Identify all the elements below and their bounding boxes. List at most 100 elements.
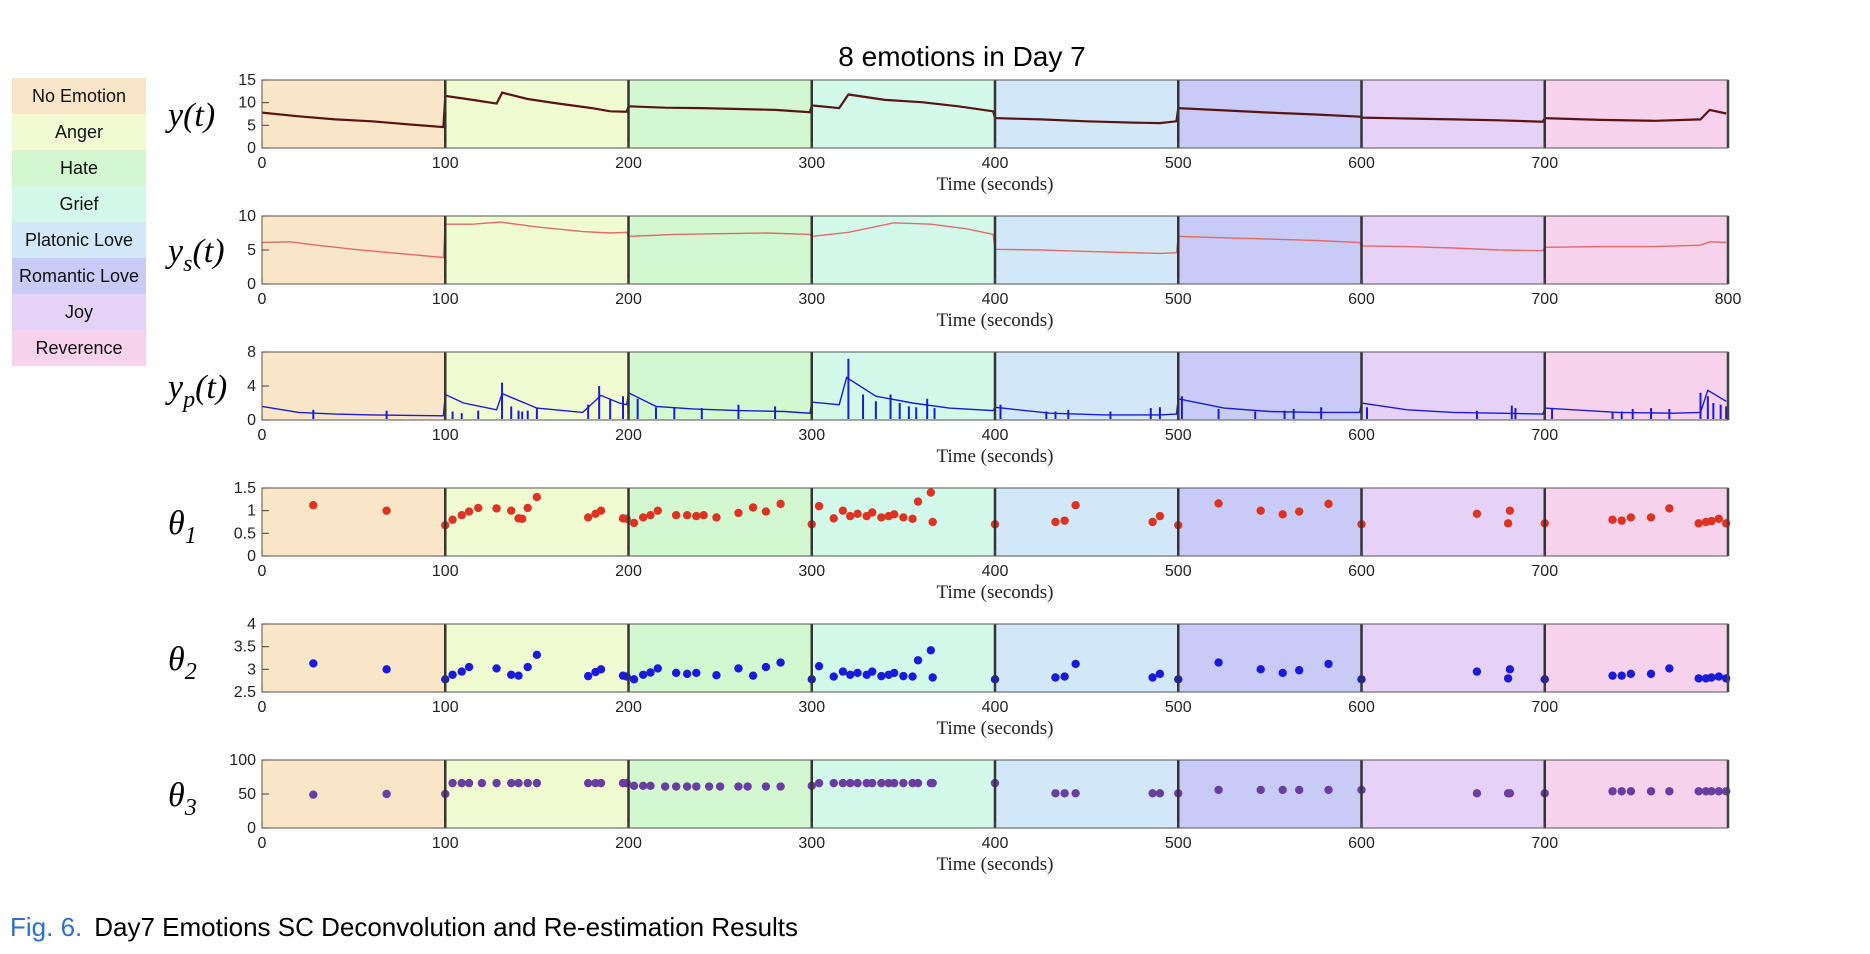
xtick-label: 500 — [1165, 563, 1192, 580]
xtick-label: 400 — [982, 291, 1009, 308]
xtick-label: 400 — [982, 835, 1009, 852]
legend-swatch — [12, 114, 146, 150]
legend-label: Reverence — [35, 338, 122, 358]
legend-item-romantic-love: Romantic Love — [12, 258, 146, 294]
point-theta1 — [1324, 499, 1333, 509]
point-theta2 — [1707, 673, 1716, 682]
point-theta3 — [1694, 787, 1703, 796]
band-grief — [811, 760, 995, 828]
point-theta3 — [704, 782, 714, 791]
point-theta3 — [1665, 787, 1674, 796]
ytick-label: 0 — [247, 140, 256, 157]
point-theta2 — [868, 667, 877, 676]
xtick-label: 0 — [258, 699, 267, 716]
point-theta3 — [514, 778, 523, 788]
point-theta1 — [1278, 510, 1287, 519]
series-line-ys — [261, 221, 1727, 259]
x-axis-label: Time (seconds) — [937, 446, 1054, 467]
point-theta2 — [638, 670, 648, 679]
point-theta1 — [829, 514, 838, 523]
xtick-label: 700 — [1531, 835, 1558, 852]
point-theta2 — [1646, 669, 1656, 679]
point-theta1 — [1155, 511, 1165, 521]
point-theta2 — [692, 668, 701, 678]
point-theta3 — [1278, 785, 1287, 795]
point-theta2 — [464, 662, 474, 672]
xtick-label: 100 — [432, 699, 459, 716]
xtick-label: 600 — [1348, 699, 1375, 716]
point-theta3 — [761, 782, 771, 791]
point-theta2 — [1617, 671, 1626, 680]
point-theta2 — [1278, 668, 1287, 678]
legend-item-joy: Joy — [12, 294, 146, 330]
point-theta2 — [1294, 666, 1304, 675]
xtick-label: 500 — [1165, 155, 1192, 172]
point-theta3 — [846, 778, 855, 788]
y-axis-label-ys: ys(t) — [165, 233, 225, 277]
point-theta3 — [1617, 787, 1626, 796]
band-romantic-love — [1178, 352, 1362, 420]
legend-label: Anger — [55, 122, 103, 142]
xtick-label: 0 — [258, 291, 267, 308]
xtick-label: 0 — [258, 427, 267, 444]
point-theta1 — [913, 497, 923, 506]
point-theta2 — [653, 664, 663, 673]
point-theta3 — [464, 778, 474, 788]
point-theta1 — [838, 506, 848, 515]
band-joy — [1361, 624, 1545, 692]
ytick-label: 0.5 — [234, 525, 256, 542]
ytick-label: 0 — [247, 820, 256, 837]
band-reverence — [1544, 216, 1728, 284]
point-theta1 — [1608, 515, 1617, 524]
xtick-label: 100 — [432, 155, 459, 172]
point-theta1 — [814, 501, 824, 511]
point-theta3 — [743, 782, 752, 791]
xtick-label: 500 — [1165, 835, 1192, 852]
point-theta1 — [653, 506, 663, 515]
point-theta3 — [532, 778, 542, 788]
band-platonic-love — [995, 80, 1179, 148]
x-axis-label: Time (seconds) — [937, 582, 1054, 603]
xtick-label: 300 — [798, 291, 825, 308]
ytick-label: 0 — [247, 276, 256, 293]
point-theta1 — [671, 511, 681, 520]
ytick-label: 8 — [247, 344, 256, 361]
legend-label: Platonic Love — [25, 230, 133, 250]
band-hate — [628, 216, 812, 284]
point-theta1 — [1071, 501, 1080, 510]
point-theta3 — [507, 778, 516, 788]
point-theta1 — [1665, 504, 1674, 513]
ytick-label: 15 — [238, 72, 256, 89]
xtick-label: 600 — [1348, 563, 1375, 580]
panel-yp: 0 4 8 0 100 200 300 400 500 600 700 Time (seconds) y… — [165, 344, 1730, 467]
legend-swatch — [12, 330, 146, 366]
point-theta2 — [523, 662, 532, 672]
y-axis-label-theta2: θ2 — [168, 641, 197, 685]
point-theta3 — [913, 778, 923, 788]
band-platonic-love — [995, 624, 1179, 692]
point-theta2 — [671, 668, 681, 678]
point-theta3 — [583, 778, 593, 788]
point-theta2 — [492, 664, 501, 673]
ytick-label: 5 — [247, 117, 256, 134]
point-theta3 — [660, 782, 670, 791]
y-axis-label-y: y(t) — [165, 97, 215, 134]
point-theta2 — [583, 671, 593, 681]
legend-label: Romantic Love — [19, 266, 139, 286]
point-theta2 — [382, 665, 391, 674]
legend-item-hate: Hate — [12, 150, 146, 186]
xtick-label: 600 — [1348, 155, 1375, 172]
point-theta3 — [1294, 785, 1304, 795]
ytick-label: 2.5 — [234, 684, 256, 701]
point-theta1 — [734, 508, 743, 518]
point-theta1 — [309, 501, 318, 510]
ytick-label: 3.5 — [234, 639, 256, 656]
point-theta3 — [671, 782, 681, 791]
point-theta1 — [1505, 506, 1515, 515]
ylabel-sub: 2 — [185, 659, 197, 685]
point-theta1 — [532, 492, 542, 502]
point-theta1 — [846, 511, 855, 521]
point-theta2 — [829, 672, 838, 681]
point-theta3 — [1626, 787, 1636, 796]
